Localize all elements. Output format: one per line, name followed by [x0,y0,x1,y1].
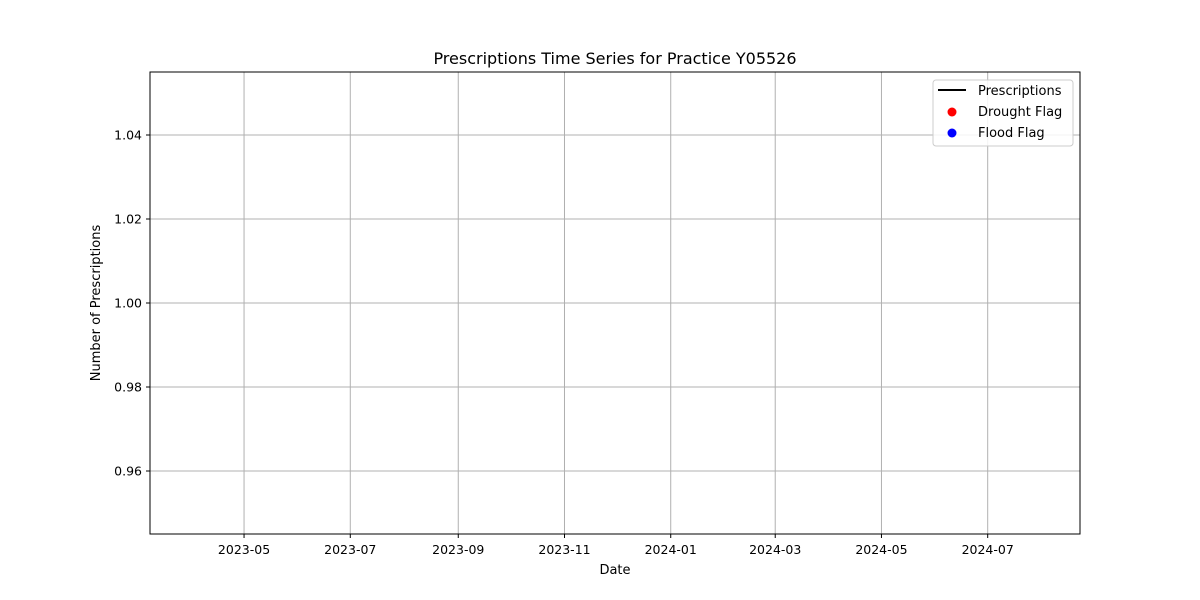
legend-prescriptions-label: Prescriptions [978,84,1062,99]
x-tick-label: 2024-07 [962,542,1014,557]
legend-flood-flag-label: Flood Flag [978,126,1045,141]
y-tick-label: 1.04 [114,128,142,143]
legend-flood-flag-marker [947,128,957,138]
x-tick-label: 2023-09 [432,542,484,557]
y-tick-label: 0.98 [114,380,142,395]
chart-title: Prescriptions Time Series for Practice Y… [433,49,796,68]
x-tick-label: 2024-05 [855,542,907,557]
legend-drought-flag-marker [947,107,957,117]
legend-box [932,79,1074,147]
x-tick-label: 2023-05 [218,542,270,557]
grid-layer [150,72,1080,534]
x-axis-label: Date [599,563,630,578]
x-tick-label: 2024-01 [645,542,697,557]
x-tick-label: 2024-03 [749,542,801,557]
y-axis-label: Number of Prescriptions [89,225,104,382]
y-tick-label: 1.00 [114,296,142,311]
x-tick-label: 2023-07 [324,542,376,557]
y-tick-label: 0.96 [114,464,142,479]
tick-layer: 2023-05 2023-07 2023-09 2023-11 2024-01 2024-… [114,128,1014,558]
x-tick-label: 2023-11 [538,542,590,557]
legend-drought-flag-label: Drought Flag [978,105,1062,120]
y-tick-label: 1.02 [114,212,142,227]
legend: Prescriptions Drought Flag Flood Flag [932,79,1074,147]
